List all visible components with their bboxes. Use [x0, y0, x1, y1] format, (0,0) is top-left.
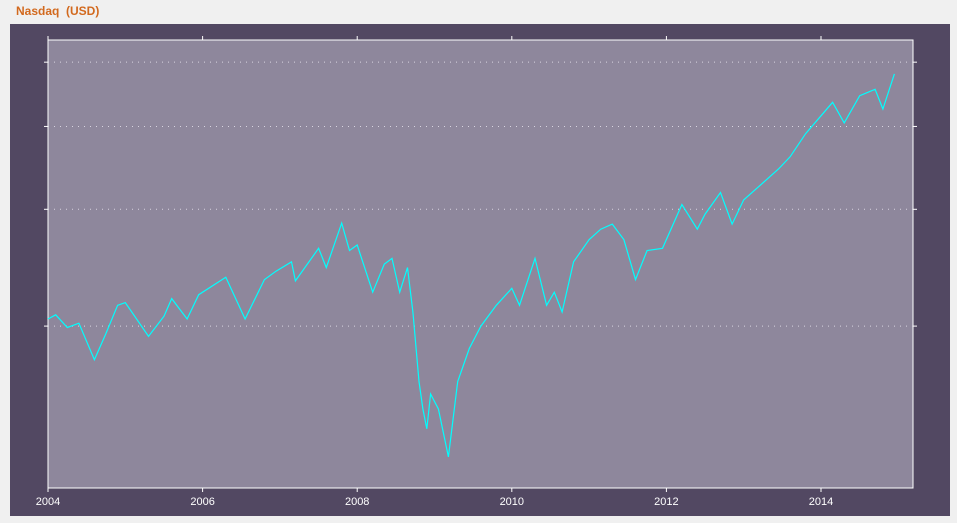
plot-area: [47, 39, 914, 489]
x-tick-label: 2010: [500, 496, 524, 508]
price-line: [47, 73, 895, 458]
x-tick-label: 2008: [345, 496, 369, 508]
x-tick-label: 2006: [190, 496, 214, 508]
x-tick-label: 2012: [654, 496, 678, 508]
x-tick-label: 2014: [809, 496, 833, 508]
chart-title: Nasdaq (USD): [16, 4, 99, 18]
x-tick-label: 2004: [36, 496, 60, 508]
header-bar: [0, 0, 957, 22]
